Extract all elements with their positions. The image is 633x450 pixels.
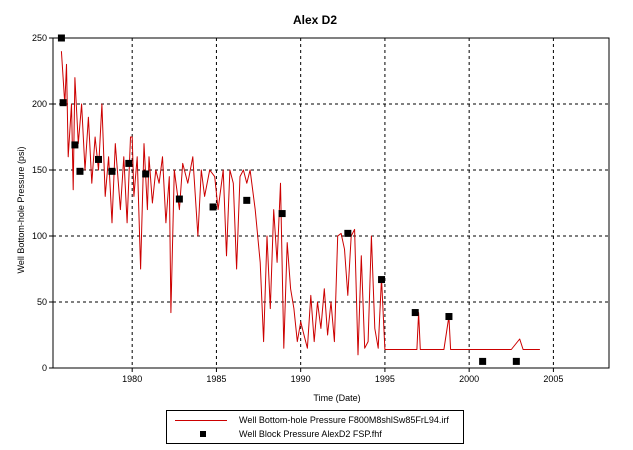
data-point [94, 155, 102, 163]
data-point [108, 167, 116, 175]
data-point [209, 203, 217, 211]
y-axis-label: Well Bottom-hole Pressure (psi) [16, 147, 26, 274]
axis-ticks: 1980 1985 1990 1995 2000 2005 0 50 100 150 200 250 [32, 33, 563, 384]
data-point [76, 167, 84, 175]
data-point [71, 141, 79, 149]
data-point [175, 195, 183, 203]
plot-frame [52, 37, 610, 369]
data-point [142, 170, 150, 178]
y-tick-label: 0 [42, 363, 47, 373]
legend-label-markers: Well Block Pressure AlexD2 FSP.fhf [239, 429, 382, 439]
data-point [243, 196, 251, 204]
x-tick-label: 2000 [459, 374, 479, 384]
y-tick-label: 50 [37, 297, 47, 307]
legend-line-swatch [175, 420, 227, 421]
data-point [125, 159, 133, 167]
data-point [378, 276, 386, 284]
y-tick-label: 200 [32, 99, 47, 109]
legend-item-markers: Well Block Pressure AlexD2 FSP.fhf [167, 427, 463, 442]
data-point [445, 313, 453, 321]
legend-label-line: Well Bottom-hole Pressure F800M8shlSw85F… [239, 415, 449, 425]
x-tick-label: 2005 [543, 374, 563, 384]
legend: Well Bottom-hole Pressure F800M8shlSw85F… [166, 410, 464, 444]
grid [53, 38, 609, 368]
legend-marker-swatch [200, 431, 206, 437]
legend-item-line: Well Bottom-hole Pressure F800M8shlSw85F… [167, 413, 463, 428]
y-tick-label: 250 [32, 33, 47, 43]
x-tick-label: 1995 [375, 374, 395, 384]
y-tick-label: 100 [32, 231, 47, 241]
data-point [512, 357, 520, 365]
data-point [59, 99, 67, 107]
chart-title: Alex D2 [293, 13, 337, 27]
data-point [344, 229, 352, 237]
series-group [57, 34, 540, 365]
x-axis-label: Time (Date) [313, 393, 360, 403]
x-tick-label: 1990 [291, 374, 311, 384]
data-point [411, 309, 419, 317]
y-tick-label: 150 [32, 165, 47, 175]
x-tick-label: 1980 [122, 374, 142, 384]
data-point [479, 357, 487, 365]
data-point [278, 210, 286, 218]
x-tick-label: 1985 [206, 374, 226, 384]
pressure-line [60, 51, 540, 356]
